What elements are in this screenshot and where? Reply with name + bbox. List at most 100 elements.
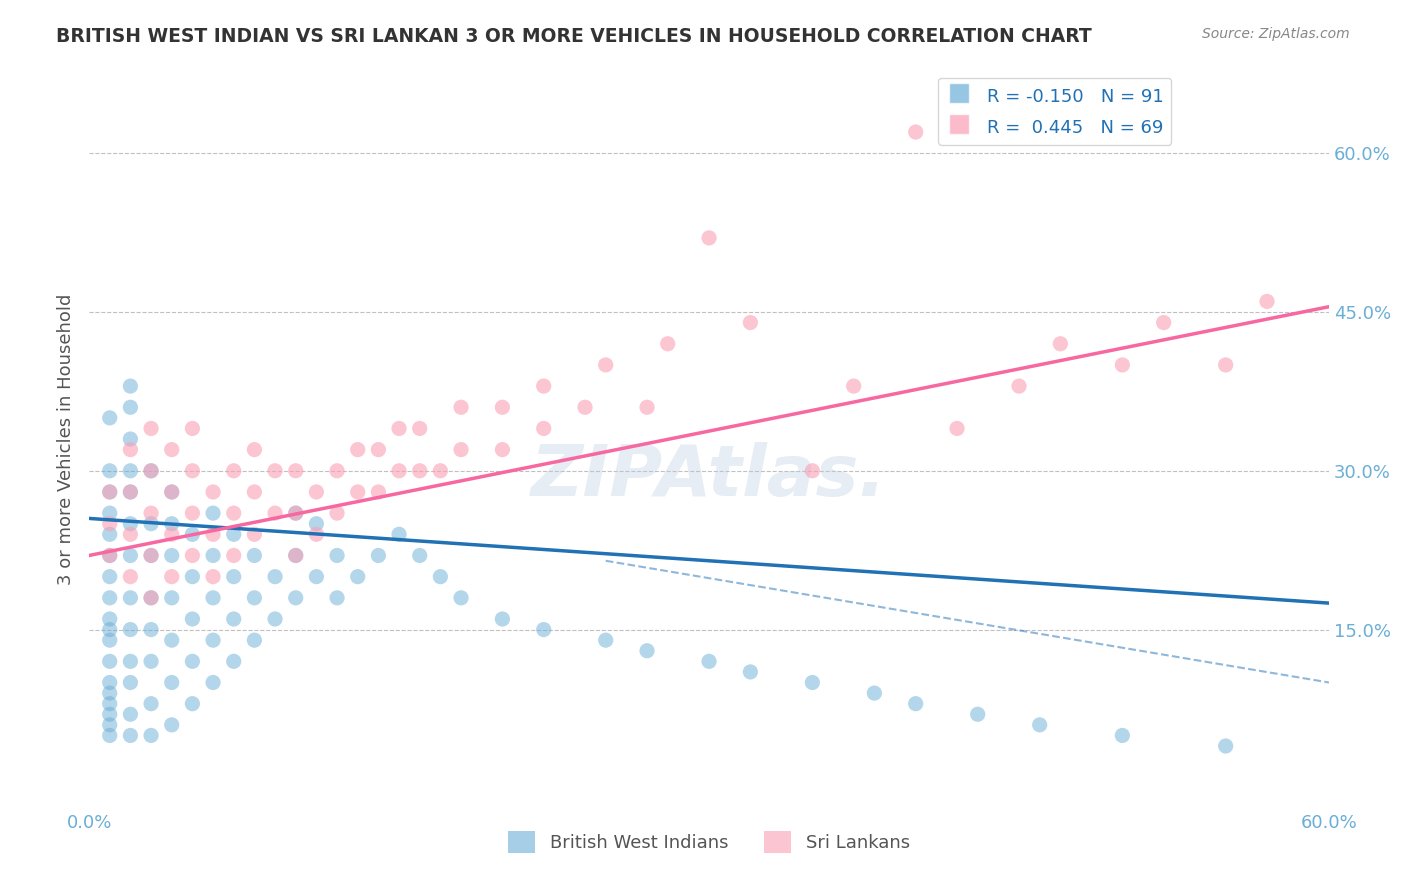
- Point: [98, 485, 121, 500]
- Point: [533, 623, 555, 637]
- Point: [98, 527, 121, 541]
- Point: [595, 358, 617, 372]
- Point: [305, 569, 328, 583]
- Point: [222, 527, 245, 541]
- Point: [139, 516, 162, 531]
- Point: [346, 485, 368, 500]
- Point: [388, 421, 411, 435]
- Legend: R = -0.150   N = 91, R =  0.445   N = 69: R = -0.150 N = 91, R = 0.445 N = 69: [938, 78, 1171, 145]
- Point: [284, 506, 307, 520]
- Point: [120, 623, 142, 637]
- Point: [120, 569, 142, 583]
- Point: [98, 410, 121, 425]
- Point: [264, 464, 287, 478]
- Point: [429, 464, 451, 478]
- Point: [98, 707, 121, 722]
- Point: [740, 316, 762, 330]
- Point: [160, 442, 183, 457]
- Point: [202, 549, 225, 563]
- Point: [98, 728, 121, 742]
- Point: [904, 125, 927, 139]
- Point: [98, 675, 121, 690]
- Point: [367, 442, 389, 457]
- Point: [697, 654, 720, 668]
- Point: [120, 432, 142, 446]
- Point: [139, 421, 162, 435]
- Point: [966, 707, 988, 722]
- Point: [697, 231, 720, 245]
- Point: [160, 485, 183, 500]
- Point: [160, 549, 183, 563]
- Point: [1153, 316, 1175, 330]
- Point: [264, 506, 287, 520]
- Point: [202, 485, 225, 500]
- Point: [98, 549, 121, 563]
- Point: [346, 569, 368, 583]
- Point: [98, 718, 121, 732]
- Point: [409, 464, 432, 478]
- Point: [388, 464, 411, 478]
- Point: [740, 665, 762, 679]
- Point: [120, 379, 142, 393]
- Point: [98, 686, 121, 700]
- Point: [429, 569, 451, 583]
- Point: [595, 633, 617, 648]
- Point: [120, 485, 142, 500]
- Point: [450, 442, 472, 457]
- Point: [120, 464, 142, 478]
- Point: [657, 336, 679, 351]
- Point: [305, 527, 328, 541]
- Point: [305, 516, 328, 531]
- Point: [491, 401, 513, 415]
- Point: [264, 569, 287, 583]
- Point: [120, 442, 142, 457]
- Point: [284, 591, 307, 605]
- Point: [202, 569, 225, 583]
- Point: [98, 591, 121, 605]
- Point: [801, 675, 824, 690]
- Point: [181, 506, 204, 520]
- Point: [243, 442, 266, 457]
- Point: [139, 697, 162, 711]
- Point: [243, 485, 266, 500]
- Point: [1111, 728, 1133, 742]
- Point: [98, 612, 121, 626]
- Point: [1215, 358, 1237, 372]
- Point: [98, 623, 121, 637]
- Point: [243, 591, 266, 605]
- Point: [202, 633, 225, 648]
- Point: [202, 506, 225, 520]
- Point: [139, 591, 162, 605]
- Point: [222, 612, 245, 626]
- Point: [139, 464, 162, 478]
- Point: [120, 549, 142, 563]
- Point: [139, 623, 162, 637]
- Point: [222, 506, 245, 520]
- Point: [222, 549, 245, 563]
- Point: [139, 549, 162, 563]
- Point: [160, 485, 183, 500]
- Point: [202, 527, 225, 541]
- Point: [160, 569, 183, 583]
- Point: [181, 569, 204, 583]
- Point: [284, 464, 307, 478]
- Point: [491, 612, 513, 626]
- Point: [1215, 739, 1237, 753]
- Point: [160, 516, 183, 531]
- Point: [367, 549, 389, 563]
- Point: [284, 549, 307, 563]
- Point: [450, 401, 472, 415]
- Point: [326, 549, 349, 563]
- Point: [181, 612, 204, 626]
- Point: [120, 401, 142, 415]
- Point: [98, 697, 121, 711]
- Point: [98, 569, 121, 583]
- Point: [636, 644, 658, 658]
- Point: [98, 516, 121, 531]
- Point: [388, 527, 411, 541]
- Point: [264, 612, 287, 626]
- Point: [533, 421, 555, 435]
- Point: [222, 569, 245, 583]
- Point: [1256, 294, 1278, 309]
- Text: ZIPAtlas.: ZIPAtlas.: [531, 442, 887, 510]
